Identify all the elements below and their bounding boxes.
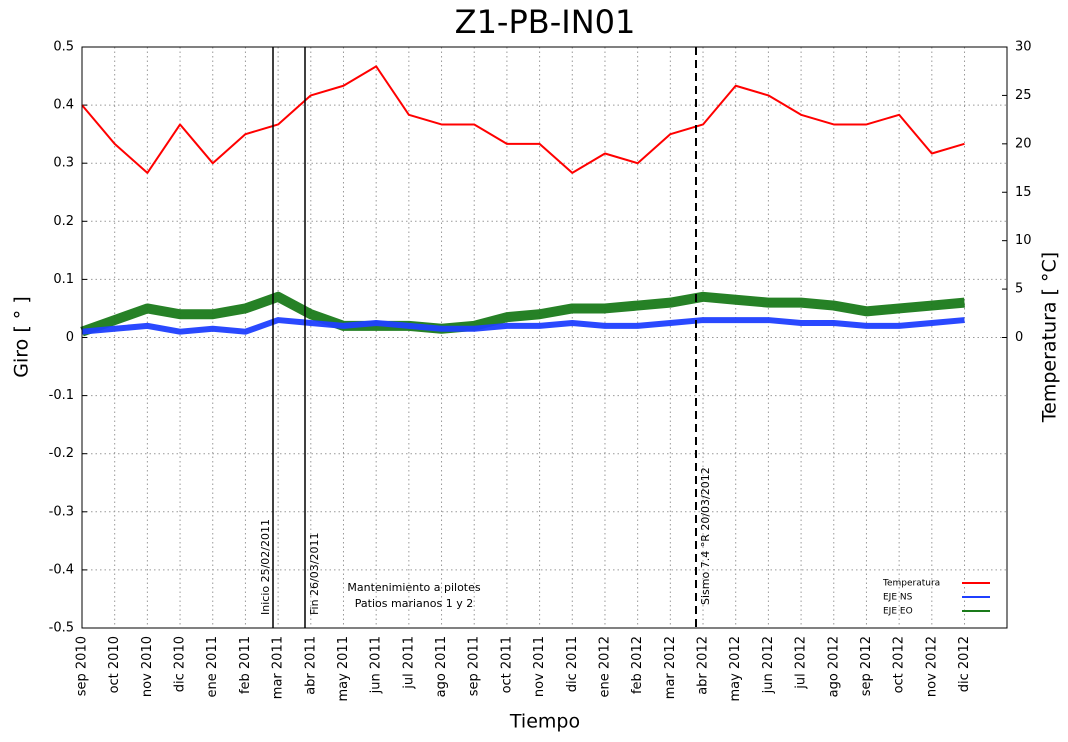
x-tick-label: may 2012 — [728, 636, 743, 702]
y-tick-label: 0.4 — [53, 98, 74, 113]
x-tick-label: dic 2010 — [173, 636, 188, 692]
y-tick-label: 0.1 — [53, 272, 74, 287]
y-tick-label: 0 — [66, 330, 74, 345]
x-tick-label: nov 2010 — [140, 636, 155, 697]
y-tick-label: -0.3 — [49, 504, 74, 519]
y-tick-label: -0.1 — [49, 388, 74, 403]
y-tick-label: -0.5 — [49, 621, 74, 636]
y-tick-label: 0.3 — [53, 156, 74, 171]
x-tick-label: dic 2011 — [565, 636, 580, 692]
x-tick-label: nov 2011 — [532, 636, 547, 697]
y2-tick-label: 10 — [1015, 233, 1032, 248]
series-line — [81, 65, 965, 174]
y2-tick-label: 20 — [1015, 136, 1032, 151]
x-tick-label: oct 2010 — [107, 636, 122, 693]
x-tick-label: jul 2012 — [794, 636, 809, 690]
x-tick-label: abr 2011 — [303, 636, 318, 695]
x-tick-label: mar 2011 — [271, 636, 286, 699]
x-tick-label: ago 2012 — [826, 636, 841, 697]
y-tick-label: 0.2 — [53, 214, 74, 229]
y2-axis-label: Temperatura [ °C] — [1039, 252, 1061, 423]
annotation: Mantenimiento a pilotes — [347, 581, 481, 594]
y2-tick-label: 25 — [1015, 88, 1032, 103]
annotation: Patios marianos 1 y 2 — [355, 597, 473, 610]
series-line — [80, 291, 965, 337]
chart-title: Z1-PB-IN01 — [455, 3, 636, 41]
plot-frame — [81, 46, 1008, 629]
x-tick-label: ene 2012 — [597, 636, 612, 697]
y2-tick-label: 30 — [1015, 40, 1032, 55]
legend-label: Temperatura — [882, 579, 940, 589]
x-tick-label: oct 2012 — [892, 636, 907, 693]
x-tick-label: jul 2011 — [401, 636, 416, 690]
y-axis-label: Giro [ ° ] — [11, 296, 33, 377]
x-tick-label: abr 2012 — [696, 636, 711, 695]
x-tick-label: sep 2011 — [467, 636, 482, 696]
x-tick-label: feb 2011 — [238, 636, 253, 694]
y2-tick-label: 0 — [1015, 330, 1023, 345]
annotation: Inicio 25/02/2011 — [259, 519, 272, 615]
x-tick-label: jun 2011 — [369, 636, 384, 694]
x-tick-label: ago 2011 — [434, 636, 449, 697]
legend-label: EJE EO — [883, 607, 913, 617]
x-tick-label: sep 2010 — [75, 636, 90, 696]
y-tick-label: -0.2 — [49, 446, 74, 461]
x-tick-label: dic 2012 — [957, 636, 972, 692]
x-tick-label: feb 2012 — [630, 636, 645, 694]
x-tick-label: jun 2012 — [761, 636, 776, 694]
legend-label: EJE NS — [883, 593, 913, 603]
annotation: Sismo 7.4 °R 20/03/2012 — [699, 467, 712, 605]
y2-tick-label: 5 — [1015, 282, 1023, 297]
y-tick-label: 0.5 — [53, 40, 74, 55]
x-tick-label: sep 2012 — [859, 636, 874, 696]
x-tick-label: nov 2012 — [924, 636, 939, 697]
annotation: Fin 26/03/2011 — [308, 533, 321, 615]
x-tick-label: oct 2011 — [499, 636, 514, 693]
series-line — [81, 317, 965, 335]
y-tick-label: -0.4 — [49, 562, 74, 577]
y2-tick-label: 15 — [1015, 185, 1032, 200]
x-tick-label: ene 2011 — [205, 636, 220, 697]
x-axis-label: Tiempo — [509, 711, 580, 733]
x-tick-label: mar 2012 — [663, 636, 678, 699]
x-tick-label: may 2011 — [336, 636, 351, 702]
